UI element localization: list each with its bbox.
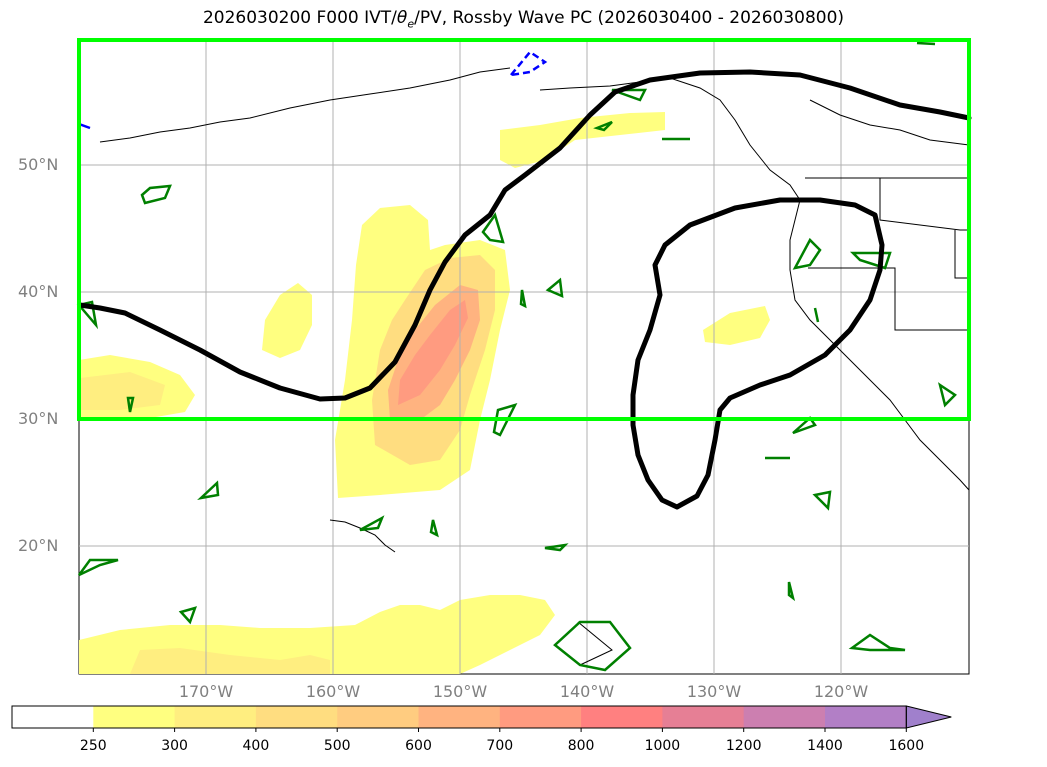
colorbar-segment xyxy=(93,706,176,728)
coast-hawaii xyxy=(329,519,396,553)
colorbar-tick-label: 600 xyxy=(405,738,432,754)
lon-label-120w: 120°W xyxy=(813,682,869,701)
ivt-shade-south-inner xyxy=(130,648,330,674)
state-borders-2 xyxy=(879,178,969,231)
lon-label-140w: 140°W xyxy=(559,682,615,701)
ivt-shade-east xyxy=(703,306,770,345)
coast-aleutians xyxy=(99,67,511,143)
colorbar-tick-label: 1600 xyxy=(888,738,925,754)
neg-contour-1 xyxy=(507,50,548,77)
colorbar-segment xyxy=(337,706,419,728)
pv-contour-27 xyxy=(916,41,936,46)
pv-contour-11 xyxy=(197,480,220,500)
colorbar-segment xyxy=(418,706,501,728)
coast-islands xyxy=(577,621,613,666)
pv-contour-2 xyxy=(481,212,505,244)
pv-contour-12 xyxy=(359,515,385,532)
pv-contour-1 xyxy=(140,184,172,205)
ivt-shading xyxy=(79,112,770,674)
colorbar-segment xyxy=(743,706,826,728)
colorbar xyxy=(11,705,952,732)
pv-contour-16 xyxy=(178,606,197,625)
map-title: 2026030200 F000 IVT/θe/PV, Rossby Wave P… xyxy=(0,8,1047,30)
state-borders xyxy=(808,267,969,331)
colorbar-tick-label: 250 xyxy=(79,738,107,754)
title-prefix: 2026030200 F000 IVT/ xyxy=(202,8,397,28)
title-theta-sub: e xyxy=(407,17,415,31)
pv-contour-23 xyxy=(787,581,796,602)
colorbar-extend-arrow xyxy=(905,705,952,729)
colorbar-segment xyxy=(825,706,907,728)
ivt-shade-north xyxy=(500,112,665,168)
ivt-shade-800 xyxy=(398,300,468,405)
coastlines xyxy=(99,67,970,666)
pv-contour-5 xyxy=(792,237,822,270)
rossby-wave-contour xyxy=(77,69,972,510)
colorbar-tick-label: 800 xyxy=(567,738,595,754)
colorbar-segment xyxy=(662,706,745,728)
title-theta: θ xyxy=(396,8,408,28)
pv-contour-6 xyxy=(849,251,892,270)
pv-contour-7 xyxy=(938,382,957,408)
pv-contour-26 xyxy=(813,307,820,323)
colorbar-segment xyxy=(581,706,663,728)
pv-contour-8 xyxy=(792,416,817,435)
colorbar-tick-label: 1200 xyxy=(725,738,762,754)
pv-contour-25 xyxy=(519,289,527,309)
ivt-shade-small xyxy=(262,283,312,358)
lon-label-150w: 150°W xyxy=(432,682,488,701)
lat-label-30n: 30°N xyxy=(18,409,59,428)
colorbar-tick-label: 400 xyxy=(242,738,270,754)
title-suffix: /PV, Rossby Wave PC (2026030400 - 202603… xyxy=(414,8,845,28)
state-borders-3 xyxy=(954,230,969,279)
colorbar-segment xyxy=(12,706,94,728)
colorbar-segment xyxy=(499,706,582,728)
rossby-contour-ridge xyxy=(77,69,972,402)
pv-contour-24 xyxy=(429,519,439,538)
pv-contour-17 xyxy=(126,396,135,413)
coast-north-america xyxy=(539,77,970,491)
pv-contour-3 xyxy=(545,277,564,299)
colorbar-tick-label: 1000 xyxy=(644,738,681,754)
colorbar-tick-label: 1400 xyxy=(807,738,843,754)
colorbar-segment xyxy=(174,706,257,728)
colorbar-tick-label: 700 xyxy=(486,738,514,754)
lat-label-40n: 40°N xyxy=(18,282,59,301)
colorbar-tick-label: 500 xyxy=(323,738,351,754)
ivt-shade-west-inner xyxy=(80,372,165,410)
lat-label-20n: 20°N xyxy=(18,536,59,555)
pv-contour-19 xyxy=(593,120,613,132)
highlight-region-box xyxy=(77,38,971,421)
colorbar-outline xyxy=(11,705,907,729)
pv-contour-10 xyxy=(77,558,119,577)
colorbar-tick-label: 300 xyxy=(161,738,188,754)
lat-label-50n: 50°N xyxy=(18,155,59,174)
rossby-contour-trough xyxy=(630,197,885,510)
pv-contour-9 xyxy=(812,490,832,511)
lon-label-160w: 160°W xyxy=(305,682,361,701)
colorbar-segment xyxy=(255,706,338,728)
pv-contour-15 xyxy=(848,633,906,652)
pv-contour-14 xyxy=(553,620,632,672)
lon-label-170w: 170°W xyxy=(178,682,234,701)
pv-contour-13 xyxy=(544,543,569,552)
coast-canada xyxy=(809,99,970,146)
lon-label-130w: 130°W xyxy=(686,682,742,701)
pv-contours xyxy=(76,41,957,672)
